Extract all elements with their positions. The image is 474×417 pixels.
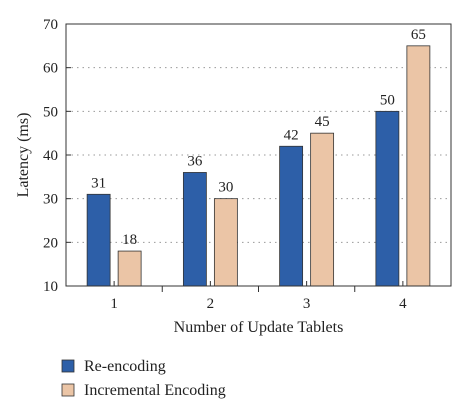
bar-incremental-encoding	[213, 198, 238, 287]
data-label: 42	[284, 127, 299, 143]
x-tick-label: 4	[399, 296, 407, 312]
bar-incremental-encoding	[310, 132, 335, 287]
y-tick-label: 70	[43, 17, 58, 33]
bar-incremental-encoding	[406, 45, 431, 287]
value-labels: 31 18 36 30 42 45 50 65	[91, 27, 426, 248]
x-axis-label: Number of Update Tablets	[174, 319, 344, 336]
bar-incremental-encoding	[117, 250, 142, 287]
data-label: 45	[315, 114, 330, 130]
legend-label-incremental-encoding: Incremental Encoding	[84, 382, 226, 399]
x-tick-label: 2	[207, 296, 215, 312]
y-tick-label: 10	[43, 279, 58, 295]
bar-re-encoding	[182, 172, 207, 287]
data-label: 65	[411, 27, 426, 43]
ticks: 10 20 30 40 50 60 70 1 2 3 4	[43, 17, 407, 312]
bar-re-encoding	[375, 110, 400, 287]
y-tick-label: 40	[43, 148, 58, 164]
data-label: 18	[122, 232, 137, 248]
data-label: 31	[91, 175, 106, 191]
bars	[86, 45, 431, 287]
legend-swatch-incremental-encoding	[61, 383, 75, 397]
legend: Re-encoding Incremental Encoding	[61, 358, 226, 399]
y-tick-label: 30	[43, 192, 58, 208]
bar-re-encoding	[279, 145, 304, 287]
gridlines	[66, 67, 451, 243]
y-tick-label: 60	[43, 61, 58, 77]
data-label: 30	[218, 180, 233, 196]
y-tick-label: 20	[43, 235, 58, 251]
legend-swatch-re-encoding	[61, 359, 75, 373]
y-axis-label: Latency (ms)	[15, 113, 32, 198]
x-tick-label: 3	[303, 296, 311, 312]
x-tick-label: 1	[110, 296, 118, 312]
legend-label-re-encoding: Re-encoding	[84, 358, 166, 375]
data-label: 36	[187, 153, 203, 169]
y-tick-label: 50	[43, 104, 58, 120]
data-label: 50	[380, 92, 395, 108]
bar-re-encoding	[86, 193, 111, 287]
